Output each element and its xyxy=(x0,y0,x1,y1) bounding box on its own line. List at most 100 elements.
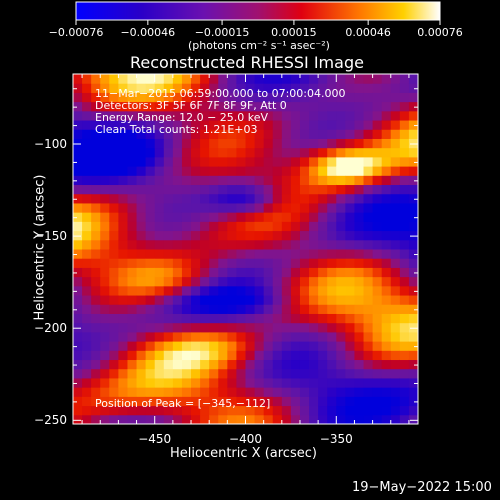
heatmap-cell xyxy=(372,138,383,149)
heatmap-cell xyxy=(399,230,410,241)
heatmap-cell xyxy=(236,341,246,351)
heatmap-cell xyxy=(254,110,265,121)
heatmap-cell xyxy=(399,405,410,416)
heatmap-cell xyxy=(73,295,83,305)
heatmap-cell xyxy=(163,239,174,250)
heatmap-cell xyxy=(100,101,110,112)
heatmap-cell xyxy=(109,313,119,324)
heatmap-cell xyxy=(100,166,110,176)
heatmap-cell xyxy=(109,166,119,176)
heatmap-cell xyxy=(200,258,210,268)
heatmap-cell xyxy=(218,110,228,121)
heatmap-cell xyxy=(272,331,283,342)
heatmap-cell xyxy=(381,156,392,167)
heatmap-cell xyxy=(245,92,256,103)
heatmap-cell xyxy=(154,249,165,259)
heatmap-cell xyxy=(336,74,346,84)
heatmap-cell xyxy=(236,193,246,204)
heatmap-cell xyxy=(272,350,283,361)
heatmap-cell xyxy=(73,101,83,112)
heatmap-cell xyxy=(381,202,392,213)
heatmap-cell xyxy=(118,368,128,379)
heatmap-cell xyxy=(227,83,237,93)
heatmap-cell xyxy=(381,110,392,121)
heatmap-cell xyxy=(236,110,246,121)
heatmap-cell xyxy=(245,377,256,388)
heatmap-cell xyxy=(318,331,328,342)
heatmap-cell xyxy=(227,212,237,222)
heatmap-cell xyxy=(281,221,292,232)
axis-ticks xyxy=(73,74,418,424)
y-tick-label: −200 xyxy=(34,321,67,336)
heatmap-cell xyxy=(309,295,319,305)
heatmap-cell xyxy=(73,184,83,195)
heatmap-cell xyxy=(281,295,292,305)
heatmap-cell xyxy=(399,129,410,139)
heatmap-cell xyxy=(245,138,256,149)
heatmap-cell xyxy=(191,193,201,204)
heatmap-cell xyxy=(327,377,337,388)
heatmap-cell xyxy=(327,175,337,186)
heatmap-cell xyxy=(408,166,418,176)
heatmap-cell xyxy=(91,212,101,222)
heatmap-cell xyxy=(109,156,119,167)
heatmap-cell xyxy=(118,138,128,149)
heatmap-cell xyxy=(172,74,183,84)
heatmap-cell xyxy=(100,405,110,416)
heatmap-cell xyxy=(109,405,119,416)
heatmap-cell xyxy=(163,359,174,370)
heatmap-cell xyxy=(209,110,219,121)
heatmap-cell xyxy=(381,359,392,370)
heatmap-cell xyxy=(354,276,365,287)
heatmap-cell xyxy=(309,101,319,112)
heatmap-cell xyxy=(163,138,174,149)
heatmap-cell xyxy=(254,175,265,186)
heatmap-cell xyxy=(181,166,192,176)
heatmap-cell xyxy=(191,350,201,361)
heatmap-cell xyxy=(145,202,156,213)
heatmap-cell xyxy=(336,368,346,379)
heatmap-cell xyxy=(200,212,210,222)
heatmap-cell xyxy=(345,92,355,103)
heatmap-cell xyxy=(408,147,418,158)
heatmap-cell xyxy=(127,120,138,130)
heatmap-cell xyxy=(327,405,337,416)
heatmap-cell xyxy=(109,120,119,130)
heatmap-cell xyxy=(172,147,183,158)
heatmap-cell xyxy=(136,322,147,333)
heatmap-cell xyxy=(345,120,355,130)
heatmap-cell xyxy=(290,202,301,213)
heatmap-cell xyxy=(263,350,274,361)
heatmap-cell xyxy=(363,377,374,388)
heatmap-cell xyxy=(354,368,365,379)
heatmap-cell xyxy=(399,350,410,361)
heatmap-cell xyxy=(245,396,256,407)
heatmap-cell xyxy=(272,304,283,314)
heatmap-cell xyxy=(109,221,119,232)
heatmap-cell xyxy=(408,212,418,222)
heatmap-cell xyxy=(209,377,219,388)
heatmap-cell xyxy=(327,313,337,324)
heatmap-cell xyxy=(118,359,128,370)
heatmap-cell xyxy=(390,92,401,103)
heatmap-cell xyxy=(254,184,265,195)
heatmap-cell xyxy=(281,101,292,112)
heatmap-cell xyxy=(145,368,156,379)
heatmap-cell xyxy=(163,83,174,93)
heatmap-cell xyxy=(263,313,274,324)
heatmap-cell xyxy=(145,331,156,342)
heatmap-cell xyxy=(290,221,301,232)
heatmap-cell xyxy=(327,147,337,158)
heatmap-cell xyxy=(118,295,128,305)
heatmap-cell xyxy=(309,138,319,149)
heatmap-cell xyxy=(218,276,228,287)
heatmap-cell xyxy=(163,313,174,324)
heatmap-cell xyxy=(227,331,237,342)
heatmap-cell xyxy=(363,175,374,186)
heatmap-cell xyxy=(336,322,346,333)
heatmap-cell xyxy=(299,166,310,176)
heatmap-cell xyxy=(408,396,418,407)
heatmap-cell xyxy=(336,304,346,314)
heatmap-cell xyxy=(227,166,237,176)
heatmap-cell xyxy=(263,184,274,195)
